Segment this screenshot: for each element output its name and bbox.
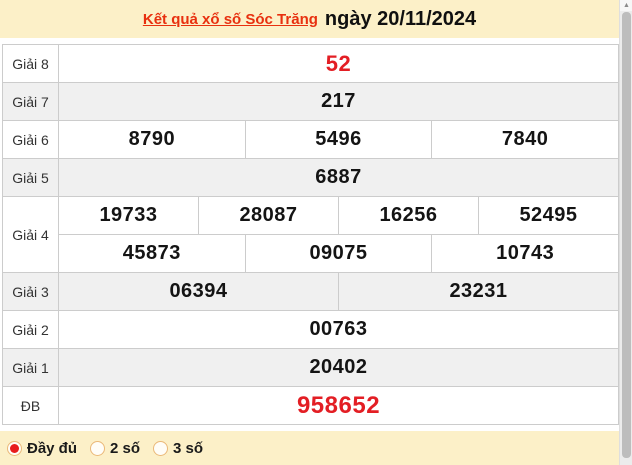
- prize-number: 7840: [431, 121, 618, 158]
- lottery-results-table: Giải 8 52 Giải 7 217 Giải 6 8790 5496 7840 Giải …: [2, 44, 619, 425]
- radio-label: 2 số: [110, 439, 141, 457]
- prize-value-line: 45873 09075 10743: [59, 234, 618, 272]
- prize-values: 6887: [59, 159, 618, 196]
- prize-values: 52: [59, 45, 618, 82]
- prize-value-line: 19733 28087 16256 52495: [59, 197, 618, 234]
- prize-number: 00763: [309, 318, 368, 340]
- prize-number: 23231: [338, 273, 618, 310]
- prize-number: 19733: [99, 204, 158, 226]
- prize-row: Giải 5 6887: [3, 159, 618, 197]
- draw-date: ngày 20/11/2024: [324, 7, 477, 30]
- prize-value-line: 06394 23231: [59, 273, 618, 310]
- radio-label: 3 số: [173, 439, 204, 457]
- prize-label: Giải 7: [3, 83, 59, 120]
- prize-label: Giải 6: [3, 121, 59, 158]
- prize-number: 217: [321, 90, 356, 112]
- vertical-scrollbar[interactable]: ▲: [619, 0, 632, 465]
- prize-number: 20402: [309, 356, 368, 378]
- prize-value-line: 52: [59, 45, 618, 82]
- prize-row: Giải 2 00763: [3, 311, 618, 349]
- prize-number: 10743: [431, 235, 618, 272]
- prize-values: 8790 5496 7840: [59, 121, 618, 158]
- prize-value-line: 958652: [59, 387, 618, 424]
- prize-values: 217: [59, 83, 618, 120]
- prize-number: 6887: [315, 166, 362, 188]
- radio-label: Đầy đủ: [27, 439, 78, 457]
- prize-label: ĐB: [3, 387, 59, 424]
- prize-number: 16256: [338, 197, 478, 234]
- prize-value-line: 20402: [59, 349, 618, 386]
- prize-label: Giải 4: [3, 197, 59, 272]
- page-header: Kết quả xổ số Sóc Trăng ngày 20/11/2024: [0, 0, 619, 38]
- prize-number: 52: [325, 50, 352, 76]
- lottery-title-link[interactable]: Kết quả xổ số Sóc Trăng: [142, 10, 318, 28]
- prize-values: 19733 28087 16256 52495 45873 09075 10743: [59, 197, 618, 272]
- prize-value-line: 8790 5496 7840: [59, 121, 618, 158]
- prize-number: 06394: [169, 280, 228, 302]
- scrollbar-thumb[interactable]: [622, 12, 631, 458]
- prize-value-line: 00763: [59, 311, 618, 348]
- scroll-up-arrow-icon[interactable]: ▲: [620, 0, 632, 11]
- prize-number: 52495: [478, 197, 618, 234]
- page-content: Kết quả xổ số Sóc Trăng ngày 20/11/2024 …: [0, 0, 619, 465]
- display-mode-bar: Đầy đủ 2 số 3 số: [0, 431, 619, 465]
- prize-value-line: 6887: [59, 159, 618, 196]
- prize-number: 28087: [198, 197, 338, 234]
- prize-number: 958652: [296, 391, 381, 419]
- prize-label: Giải 2: [3, 311, 59, 348]
- prize-label: Giải 5: [3, 159, 59, 196]
- prize-values: 958652: [59, 387, 618, 424]
- radio-icon[interactable]: [153, 440, 169, 456]
- display-mode-option[interactable]: Đầy đủ: [7, 440, 77, 457]
- prize-row: Giải 8 52: [3, 45, 618, 83]
- prize-label: Giải 8: [3, 45, 59, 82]
- prize-number: 5496: [244, 121, 432, 158]
- prize-label: Giải 3: [3, 273, 59, 310]
- prize-row: Giải 6 8790 5496 7840: [3, 121, 618, 159]
- prize-row: ĐB 958652: [3, 387, 618, 424]
- prize-number: 45873: [122, 242, 181, 264]
- prize-row: Giải 4 19733 28087 16256 52495 45873 09075 1074…: [3, 197, 618, 273]
- display-mode-option[interactable]: 2 số: [90, 440, 140, 457]
- prize-values: 06394 23231: [59, 273, 618, 310]
- display-mode-option[interactable]: 3 số: [153, 440, 203, 457]
- prize-number: 8790: [128, 128, 176, 150]
- prize-value-line: 217: [59, 83, 618, 120]
- prize-number: 09075: [244, 235, 432, 272]
- radio-icon[interactable]: [7, 440, 22, 456]
- prize-row: Giải 1 20402: [3, 349, 618, 387]
- prize-values: 20402: [59, 349, 618, 386]
- prize-values: 00763: [59, 311, 618, 348]
- prize-row: Giải 3 06394 23231: [3, 273, 618, 311]
- radio-icon[interactable]: [90, 440, 106, 456]
- prize-row: Giải 7 217: [3, 83, 618, 121]
- prize-label: Giải 1: [3, 349, 59, 386]
